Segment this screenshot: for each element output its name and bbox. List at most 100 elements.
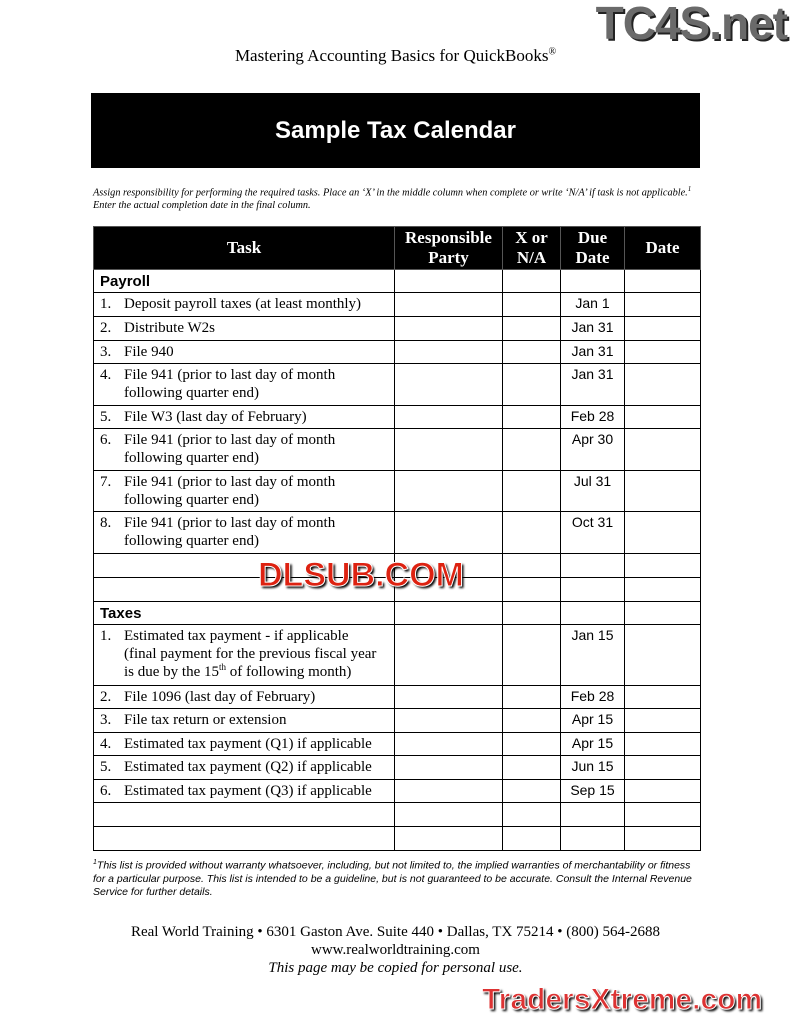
- completion-date-cell[interactable]: [624, 755, 701, 780]
- completion-date-cell[interactable]: [624, 732, 701, 756]
- empty-cell: [624, 269, 701, 293]
- completion-date-cell[interactable]: [624, 802, 701, 827]
- responsible-party-cell[interactable]: [394, 755, 503, 780]
- x-or-na-cell[interactable]: [502, 428, 561, 471]
- completion-date-cell[interactable]: [624, 826, 701, 851]
- responsible-party-cell[interactable]: [394, 363, 503, 406]
- responsible-party-cell[interactable]: [394, 316, 503, 341]
- responsible-party-cell[interactable]: [394, 470, 503, 512]
- task-cell: 4. File 941 (prior to last day of month f…: [93, 363, 395, 406]
- col-responsible-party: Responsible Party: [394, 226, 503, 270]
- x-or-na-cell[interactable]: [502, 708, 561, 733]
- task-text: Distribute W2s: [124, 320, 215, 336]
- x-or-na-cell[interactable]: [502, 405, 561, 429]
- completion-date-cell[interactable]: [624, 553, 701, 578]
- footer-address: Real World Training • 6301 Gaston Ave. S…: [130, 924, 661, 940]
- document-header: Mastering Accounting Basics for QuickBoo…: [0, 46, 791, 66]
- x-or-na-cell[interactable]: [502, 802, 561, 827]
- responsible-party-cell[interactable]: [394, 802, 503, 827]
- responsible-party-cell[interactable]: [394, 624, 503, 686]
- task-cell: 6. Estimated tax payment (Q3) if applicab…: [93, 779, 395, 803]
- completion-date-cell[interactable]: [624, 779, 701, 803]
- due-date-cell: Jul 31: [560, 470, 625, 512]
- responsible-party-cell[interactable]: [394, 685, 503, 709]
- table-row: 3. File tax return or extension Apr 15: [93, 708, 701, 733]
- instructions: Assign responsibility for performing the…: [93, 183, 703, 212]
- task-cell: 5. Estimated tax payment (Q2) if applicab…: [93, 755, 395, 780]
- task-number: 6.: [100, 783, 112, 799]
- watermark-logo-dlsub: DLSUB.COM: [258, 556, 465, 594]
- x-or-na-cell[interactable]: [502, 732, 561, 756]
- footer-url[interactable]: www.realworldtraining.com: [311, 942, 480, 958]
- empty-cell: [502, 269, 561, 293]
- task-number: 7.: [100, 474, 112, 490]
- completion-date-cell[interactable]: [624, 511, 701, 554]
- responsible-party-cell[interactable]: [394, 428, 503, 471]
- x-or-na-cell[interactable]: [502, 779, 561, 803]
- responsible-party-cell[interactable]: [394, 826, 503, 851]
- table-row: 2. File 1096 (last day of February) Feb 2…: [93, 685, 701, 709]
- task-cell[interactable]: [93, 826, 395, 851]
- task-text: File 941 (prior to last day of month fol…: [124, 515, 336, 549]
- due-date-cell[interactable]: [560, 826, 625, 851]
- x-or-na-cell[interactable]: [502, 470, 561, 512]
- x-or-na-cell[interactable]: [502, 577, 561, 602]
- completion-date-cell[interactable]: [624, 405, 701, 429]
- due-date-cell: Jan 1: [560, 292, 625, 317]
- completion-date-cell[interactable]: [624, 363, 701, 406]
- x-or-na-cell[interactable]: [502, 340, 561, 364]
- completion-date-cell[interactable]: [624, 292, 701, 317]
- x-or-na-cell[interactable]: [502, 363, 561, 406]
- x-or-na-cell[interactable]: [502, 755, 561, 780]
- completion-date-cell[interactable]: [624, 316, 701, 341]
- due-date-cell: Apr 30: [560, 428, 625, 471]
- instructions-text-2: Enter the actual completion date in the …: [93, 200, 311, 212]
- task-text: File 1096 (last day of February): [124, 689, 316, 705]
- completion-date-cell[interactable]: [624, 708, 701, 733]
- due-date-cell[interactable]: [560, 577, 625, 602]
- due-date-cell[interactable]: [560, 802, 625, 827]
- task-cell[interactable]: [93, 577, 395, 602]
- completion-date-cell[interactable]: [624, 624, 701, 686]
- task-cell: 7. File 941 (prior to last day of month f…: [93, 470, 395, 512]
- task-cell[interactable]: [93, 802, 395, 827]
- header-title: Mastering Accounting Basics for QuickBoo…: [234, 46, 549, 65]
- due-date-cell: Sep 15: [560, 779, 625, 803]
- task-text: File 941 (prior to last day of month fol…: [124, 432, 336, 466]
- x-or-na-cell[interactable]: [502, 292, 561, 317]
- col-task: Task: [93, 226, 395, 270]
- task-number: 4.: [100, 736, 112, 752]
- responsible-party-cell[interactable]: [394, 340, 503, 364]
- blank-row: [93, 802, 701, 827]
- responsible-party-cell[interactable]: [394, 708, 503, 733]
- empty-cell: [394, 269, 503, 293]
- task-cell: 8. File 941 (prior to last day of month f…: [93, 511, 395, 554]
- task-number: 1.: [100, 296, 112, 312]
- x-or-na-cell[interactable]: [502, 685, 561, 709]
- completion-date-cell[interactable]: [624, 470, 701, 512]
- responsible-party-cell[interactable]: [394, 732, 503, 756]
- completion-date-cell[interactable]: [624, 428, 701, 471]
- x-or-na-cell[interactable]: [502, 826, 561, 851]
- due-date-cell: Feb 28: [560, 405, 625, 429]
- completion-date-cell[interactable]: [624, 685, 701, 709]
- due-date-cell: Jan 31: [560, 363, 625, 406]
- x-or-na-cell[interactable]: [502, 553, 561, 578]
- x-or-na-cell[interactable]: [502, 316, 561, 341]
- footnote-number: 1: [93, 859, 97, 866]
- task-cell: 2. Distribute W2s: [93, 316, 395, 341]
- completion-date-cell[interactable]: [624, 340, 701, 364]
- responsible-party-cell[interactable]: [394, 292, 503, 317]
- completion-date-cell[interactable]: [624, 577, 701, 602]
- responsible-party-cell[interactable]: [394, 511, 503, 554]
- responsible-party-cell[interactable]: [394, 779, 503, 803]
- x-or-na-cell[interactable]: [502, 624, 561, 686]
- due-date-cell[interactable]: [560, 553, 625, 578]
- footer-note: This page may be copied for personal use…: [268, 960, 523, 976]
- task-number: 2.: [100, 320, 112, 336]
- due-date-cell: Oct 31: [560, 511, 625, 554]
- task-number: 3.: [100, 344, 112, 360]
- due-date-cell: Apr 15: [560, 708, 625, 733]
- responsible-party-cell[interactable]: [394, 405, 503, 429]
- x-or-na-cell[interactable]: [502, 511, 561, 554]
